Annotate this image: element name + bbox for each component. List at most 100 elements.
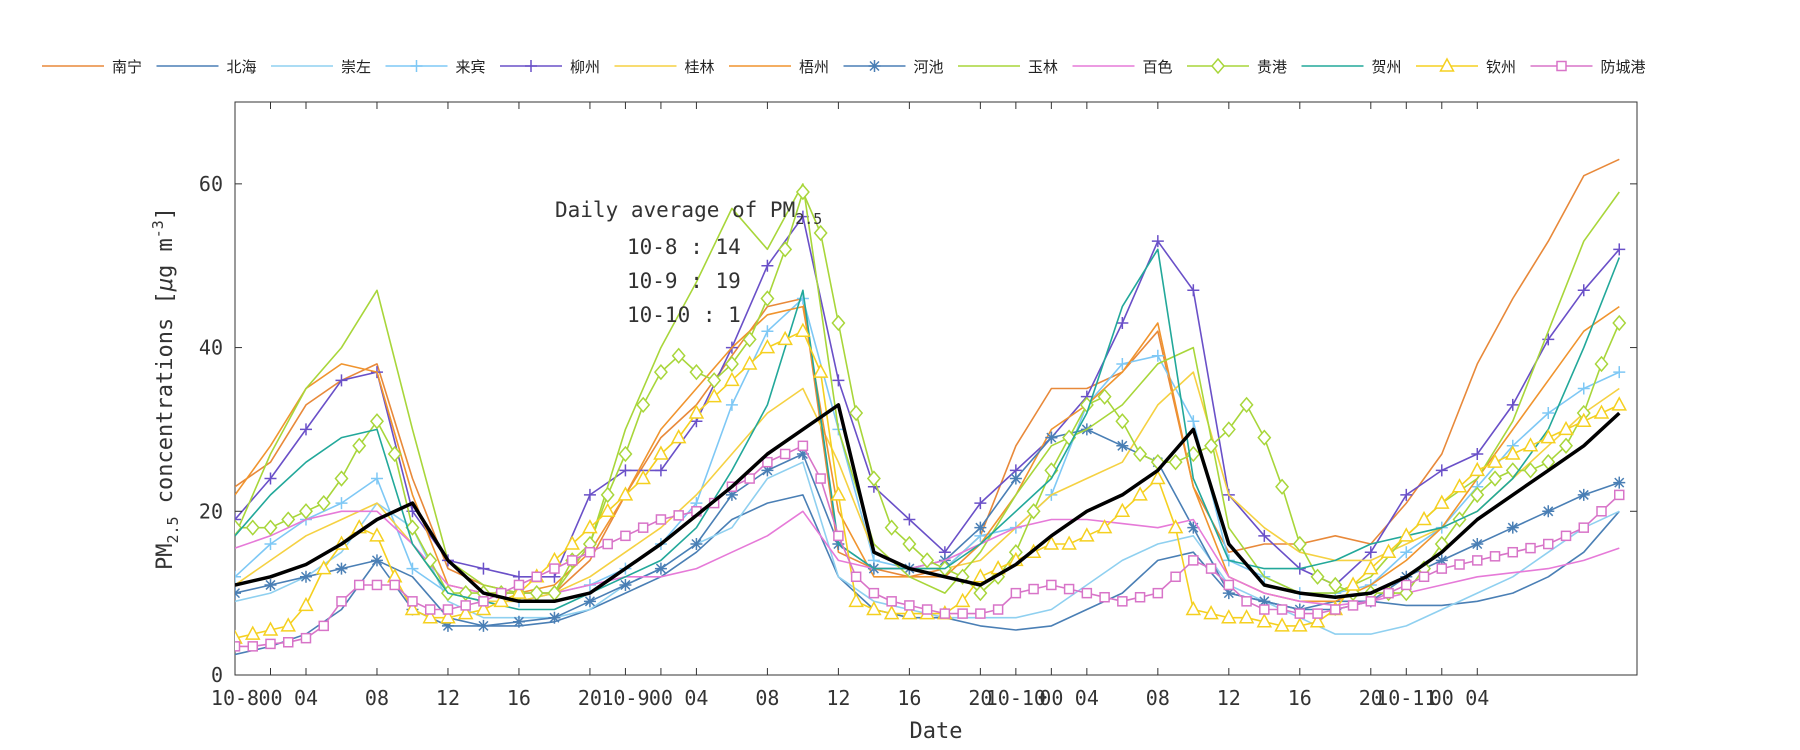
data-point <box>904 600 915 611</box>
legend-item: 百色 <box>1072 58 1173 76</box>
legend-marker <box>1211 57 1225 75</box>
data-point <box>263 519 278 536</box>
data-point <box>1523 462 1538 479</box>
data-point <box>549 563 560 574</box>
data-point <box>1471 447 1484 460</box>
data-point <box>688 404 705 419</box>
data-point <box>441 619 454 632</box>
data-point <box>235 570 241 583</box>
annotation-line: 10-9 : 19 <box>627 269 741 293</box>
data-point <box>761 464 774 477</box>
data-point <box>335 497 348 510</box>
legend-label: 梧州 <box>799 58 829 76</box>
x-tick-label: 10-8 <box>211 686 259 710</box>
data-point <box>777 330 793 346</box>
data-point <box>387 445 402 463</box>
data-point <box>1596 506 1607 517</box>
data-point <box>1435 554 1448 567</box>
data-point <box>619 578 632 591</box>
data-point <box>369 527 385 542</box>
data-point <box>1134 591 1146 603</box>
legend-label: 防城港 <box>1601 58 1646 76</box>
data-point <box>975 608 986 619</box>
data-point <box>1471 538 1484 551</box>
x-tick-label: 00 <box>258 686 282 710</box>
data-point <box>725 398 738 411</box>
data-point <box>1116 357 1129 370</box>
data-point <box>1061 535 1077 550</box>
data-point <box>1614 489 1625 501</box>
data-point <box>653 445 669 460</box>
data-point <box>298 503 313 520</box>
data-point <box>813 224 828 242</box>
data-point <box>1114 502 1131 518</box>
data-point <box>1292 535 1307 553</box>
data-point <box>1096 519 1113 534</box>
x-tick-label: 08 <box>1146 686 1170 710</box>
legend-item: 防城港 <box>1530 58 1646 76</box>
data-point <box>389 579 400 591</box>
data-point <box>1613 243 1626 256</box>
data-point <box>972 568 989 583</box>
data-point <box>848 592 864 608</box>
data-point <box>832 374 845 387</box>
data-point <box>475 600 492 616</box>
legend-item: 梧州 <box>729 58 829 76</box>
data-point <box>795 322 811 337</box>
data-point <box>1046 579 1057 591</box>
data-point <box>1542 505 1555 518</box>
data-point <box>724 371 740 387</box>
data-point <box>1542 407 1555 420</box>
data-point <box>812 363 829 378</box>
data-point <box>1400 546 1413 559</box>
data-point <box>1577 488 1590 501</box>
data-point <box>1365 596 1377 607</box>
legend-item: 南宁 <box>42 58 142 76</box>
ylabel-main: PM <box>153 544 178 571</box>
data-point <box>1167 519 1184 534</box>
x-tick-label: 08 <box>365 686 389 710</box>
data-point <box>671 347 686 364</box>
data-point <box>974 497 987 510</box>
data-point <box>477 562 490 575</box>
x-tick-label: 12 <box>826 686 850 710</box>
data-point <box>1081 587 1093 599</box>
x-tick-label: 00 <box>1039 686 1063 710</box>
data-point <box>635 469 651 485</box>
data-point <box>512 615 525 628</box>
data-point <box>235 629 243 644</box>
legend-label: 北海 <box>227 58 257 76</box>
data-point <box>759 338 776 354</box>
data-point <box>1259 604 1270 615</box>
data-point <box>724 355 739 373</box>
data-point <box>903 513 916 526</box>
data-point <box>478 596 489 607</box>
y-axis-label: PM2.5 concentrations [μg m-3] <box>149 207 182 570</box>
y-tick-label: 20 <box>199 499 223 523</box>
data-point <box>1312 608 1323 619</box>
data-point <box>1347 600 1359 611</box>
data-point <box>1525 542 1536 554</box>
data-point <box>405 519 420 536</box>
ylabel-sub: 2.5 <box>164 516 182 543</box>
data-point <box>548 611 561 624</box>
data-point <box>235 587 241 600</box>
x-tick-label: 04 <box>294 686 318 710</box>
data-point <box>974 521 987 534</box>
x-tick-label: 16 <box>897 686 921 710</box>
x-tick-label: 00 <box>649 686 673 710</box>
data-point <box>264 578 277 591</box>
data-point <box>778 241 793 258</box>
data-point <box>235 513 241 526</box>
data-point <box>670 429 687 444</box>
data-point <box>742 331 757 348</box>
data-point <box>1274 617 1290 632</box>
data-point <box>280 617 297 632</box>
data-point <box>620 530 631 542</box>
data-point <box>369 413 384 430</box>
x-tick-label: 04 <box>1075 686 1099 710</box>
data-point <box>1472 555 1483 566</box>
data-point <box>744 473 755 484</box>
data-point <box>707 372 722 389</box>
